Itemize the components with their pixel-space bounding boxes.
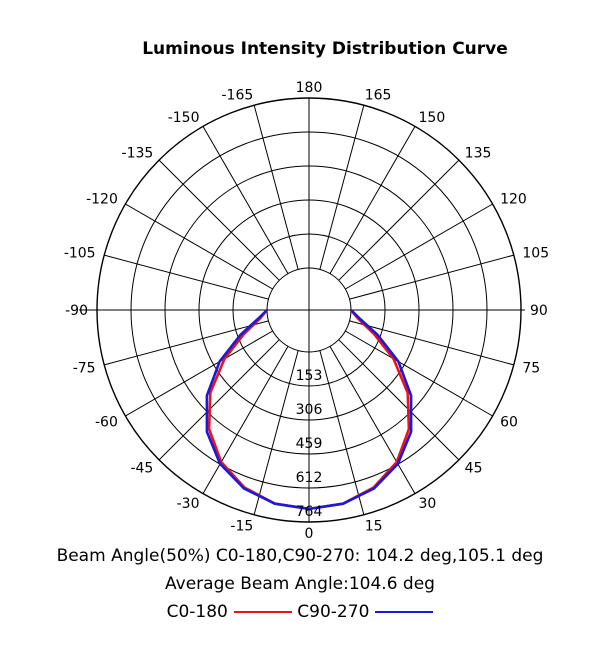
grid-spoke	[319, 105, 365, 270]
grid-spoke	[202, 126, 289, 274]
angle-tick-label: 30	[419, 496, 437, 512]
polar-chart: Luminous Intensity Distribution Curve 18…	[64, 39, 549, 542]
grid-spoke	[104, 320, 269, 366]
angle-tick-label: -75	[73, 361, 96, 377]
legend-label-c0: C0-180	[166, 602, 228, 622]
angle-tick-label: 135	[465, 145, 492, 161]
angle-tick-label: -45	[130, 461, 153, 477]
legend-swatch-c0	[233, 611, 292, 613]
angle-tick-label: 120	[500, 192, 527, 208]
angle-tick-label: 165	[365, 88, 392, 104]
grid-spoke	[253, 105, 299, 270]
radial-tick-label: 306	[296, 402, 323, 418]
grid-spoke	[349, 254, 514, 300]
angle-tick-label: 90	[530, 303, 548, 319]
angle-tick-label: 150	[419, 110, 446, 126]
grid-spoke	[253, 350, 299, 515]
grid-spoke	[104, 254, 269, 300]
angle-tick-label: -165	[222, 88, 254, 104]
legend: C0-180 C90-270	[0, 602, 600, 622]
angle-tick-label: -120	[86, 192, 118, 208]
radial-tick-label: 153	[296, 368, 323, 384]
angle-tick-label: -150	[168, 110, 200, 126]
angle-tick-label: 0	[305, 526, 314, 542]
angle-tick-label: -135	[122, 145, 154, 161]
grid-spoke	[345, 330, 493, 417]
grid-spoke	[158, 159, 280, 281]
grid-spoke	[329, 126, 416, 274]
polar-grid	[79, 97, 525, 523]
label-layer: 180 1651501351201059075604530150-15-30-45…	[64, 80, 549, 542]
angle-tick-label: 105	[522, 245, 549, 261]
grid-spoke	[158, 339, 280, 461]
angle-tick-label: -30	[177, 496, 200, 512]
radial-tick-label: 612	[296, 470, 323, 486]
grid-spoke	[338, 339, 460, 461]
radial-tick-label: 459	[296, 436, 323, 452]
legend-swatch-c90	[375, 611, 434, 613]
grid-spoke	[329, 346, 416, 494]
angle-tick-label: 45	[465, 461, 483, 477]
angle-tick-label: -90	[65, 303, 88, 319]
angle-tick-label: 180	[296, 80, 323, 96]
series-layer	[205, 309, 413, 511]
grid-spoke	[125, 330, 273, 417]
angle-tick-label: 75	[522, 361, 540, 377]
angle-tick-label: -60	[95, 415, 118, 431]
legend-item-c0: C0-180	[167, 602, 292, 622]
legend-label-c90: C90-270	[297, 602, 370, 622]
radial-tick-label: 764	[296, 504, 323, 520]
angle-tick-label: -105	[64, 245, 96, 261]
angle-tick-label: 60	[500, 415, 518, 431]
beam-angle-text: Beam Angle(50%) C0-180,C90-270: 104.2 de…	[56, 546, 544, 566]
legend-item-c90: C90-270	[297, 602, 434, 622]
grid-spoke	[319, 350, 365, 515]
grid-spoke	[349, 320, 514, 366]
grid-spoke	[125, 203, 273, 290]
chart-title: Luminous Intensity Distribution Curve	[142, 39, 508, 59]
grid-spoke	[338, 159, 460, 281]
average-beam-angle-text: Average Beam Angle:104.6 deg	[165, 574, 435, 594]
angle-tick-label: 15	[365, 518, 383, 534]
grid-spoke	[345, 203, 493, 290]
grid-spoke	[202, 346, 289, 494]
angle-tick-label: -15	[230, 518, 253, 534]
series-line-c90-270	[205, 309, 413, 511]
